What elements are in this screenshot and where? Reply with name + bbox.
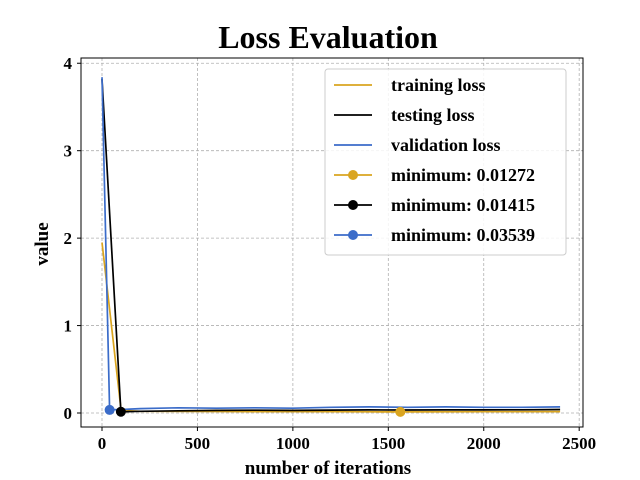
series-layer [101,77,561,413]
legend-marker [348,230,358,240]
legend-marker [348,200,358,210]
legend-label: training loss [391,75,486,95]
legend-label: minimum: 0.01272 [391,165,535,185]
series-line-validation-loss [101,77,561,411]
minimum-marker [115,406,126,417]
y-tick-label: 1 [64,317,73,336]
y-tick-label: 0 [64,404,73,423]
legend-box [324,68,567,256]
minimum-marker [395,406,406,417]
x-tick-label: 500 [185,434,211,453]
y-tick-label: 3 [64,142,73,161]
legend: training loss testing loss validation loss… [324,68,567,256]
plot-frame [80,57,584,428]
series-line-training-loss [101,242,561,413]
chart-title: Loss Evaluation [218,19,438,55]
minimum-marker [104,404,115,415]
legend-label: minimum: 0.01415 [391,195,535,215]
series-line-testing-loss [101,78,561,413]
x-tick-label: 1500 [371,434,405,453]
minimum-markers [104,404,406,417]
x-tick-label: 1000 [276,434,310,453]
legend-marker [348,170,358,180]
axis-ticks: 0 500 1000 1500 2000 2500 0 1 2 3 4 [64,54,597,453]
y-tick-label: 2 [64,229,73,248]
x-tick-label: 0 [98,434,107,453]
y-tick-label: 4 [64,54,73,73]
x-tick-label: 2000 [467,434,501,453]
legend-label: validation loss [391,135,501,155]
legend-label: minimum: 0.03539 [391,225,535,245]
y-axis-label: value [32,222,53,265]
legend-label: testing loss [391,105,475,125]
x-tick-label: 2500 [562,434,596,453]
x-axis-label: number of iterations [245,458,411,479]
